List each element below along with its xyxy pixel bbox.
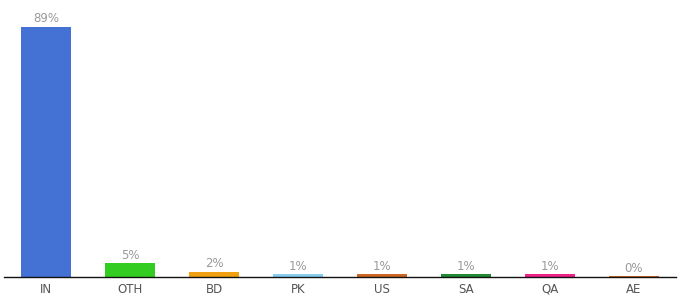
Text: 1%: 1%: [457, 260, 475, 273]
Text: 5%: 5%: [121, 249, 139, 262]
Text: 2%: 2%: [205, 257, 223, 270]
Text: 0%: 0%: [625, 262, 643, 275]
Bar: [21, 27, 71, 277]
Text: 1%: 1%: [541, 260, 559, 273]
Bar: [357, 274, 407, 277]
Text: 1%: 1%: [373, 260, 391, 273]
Text: 89%: 89%: [33, 12, 59, 25]
Bar: [189, 272, 239, 277]
Bar: [609, 276, 659, 277]
Bar: [273, 274, 323, 277]
Bar: [441, 274, 491, 277]
Bar: [105, 263, 155, 277]
Bar: [525, 274, 575, 277]
Text: 1%: 1%: [289, 260, 307, 273]
